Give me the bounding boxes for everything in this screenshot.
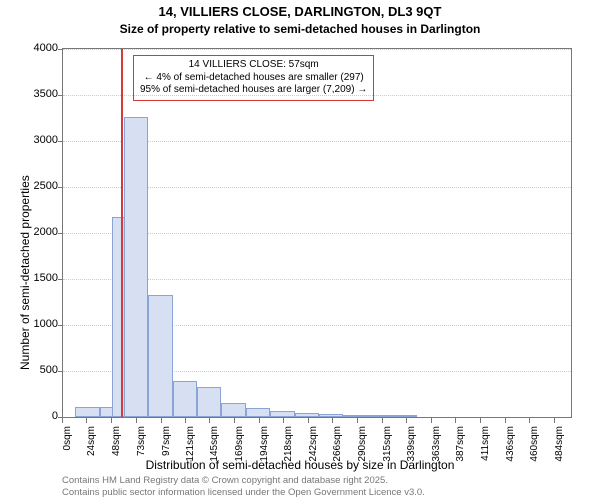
attribution-line-1: Contains HM Land Registry data © Crown c… bbox=[62, 475, 425, 486]
x-tick-label: 169sqm bbox=[234, 426, 245, 474]
x-tick-label: 363sqm bbox=[431, 426, 442, 474]
histogram-bar bbox=[148, 295, 172, 417]
histogram-bar bbox=[197, 387, 221, 417]
attribution-line-2: Contains public sector information licen… bbox=[62, 487, 425, 498]
histogram-bar bbox=[221, 403, 245, 417]
y-tick-mark bbox=[58, 95, 63, 96]
histogram-bar bbox=[124, 117, 148, 417]
x-tick-mark bbox=[406, 418, 407, 423]
x-tick-label: 266sqm bbox=[332, 426, 343, 474]
y-tick-mark bbox=[58, 141, 63, 142]
y-tick-mark bbox=[58, 371, 63, 372]
x-tick-mark bbox=[209, 418, 210, 423]
x-tick-label: 145sqm bbox=[209, 426, 220, 474]
y-tick-mark bbox=[58, 187, 63, 188]
x-tick-label: 484sqm bbox=[554, 426, 565, 474]
chart-container: 14, VILLIERS CLOSE, DARLINGTON, DL3 9QT … bbox=[0, 0, 600, 500]
histogram-bar bbox=[368, 415, 392, 417]
x-tick-mark bbox=[283, 418, 284, 423]
attribution: Contains HM Land Registry data © Crown c… bbox=[62, 475, 425, 498]
annotation-line-2: ← 4% of semi-detached houses are smaller… bbox=[140, 72, 367, 85]
property-marker-line bbox=[121, 49, 123, 417]
plot-area: 14 VILLIERS CLOSE: 57sqm ← 4% of semi-de… bbox=[62, 48, 572, 418]
x-tick-mark bbox=[86, 418, 87, 423]
gridline-h bbox=[63, 95, 571, 96]
gridline-h bbox=[63, 49, 571, 50]
x-tick-label: 24sqm bbox=[86, 426, 97, 474]
annotation-box: 14 VILLIERS CLOSE: 57sqm ← 4% of semi-de… bbox=[133, 55, 374, 101]
x-tick-label: 48sqm bbox=[111, 426, 122, 474]
x-tick-mark bbox=[332, 418, 333, 423]
histogram-bar bbox=[173, 381, 197, 417]
x-tick-label: 290sqm bbox=[357, 426, 368, 474]
x-tick-label: 436sqm bbox=[505, 426, 516, 474]
y-tick-label: 2500 bbox=[8, 180, 58, 192]
x-tick-mark bbox=[62, 418, 63, 423]
y-tick-mark bbox=[58, 279, 63, 280]
y-tick-label: 3000 bbox=[8, 134, 58, 146]
x-tick-mark bbox=[234, 418, 235, 423]
x-tick-label: 411sqm bbox=[480, 426, 491, 474]
annotation-line-1: 14 VILLIERS CLOSE: 57sqm bbox=[140, 59, 367, 72]
x-tick-mark bbox=[136, 418, 137, 423]
histogram-bar bbox=[392, 415, 416, 417]
x-tick-mark bbox=[357, 418, 358, 423]
y-tick-label: 1500 bbox=[8, 272, 58, 284]
x-tick-mark bbox=[554, 418, 555, 423]
x-tick-mark bbox=[111, 418, 112, 423]
chart-title-main: 14, VILLIERS CLOSE, DARLINGTON, DL3 9QT bbox=[0, 4, 600, 19]
x-tick-mark bbox=[161, 418, 162, 423]
histogram-bar bbox=[295, 413, 319, 417]
x-tick-mark bbox=[480, 418, 481, 423]
y-tick-label: 3500 bbox=[8, 88, 58, 100]
histogram-bar bbox=[246, 408, 270, 417]
y-tick-label: 1000 bbox=[8, 318, 58, 330]
y-tick-label: 500 bbox=[8, 364, 58, 376]
x-tick-label: 387sqm bbox=[455, 426, 466, 474]
y-tick-mark bbox=[58, 49, 63, 50]
x-tick-label: 218sqm bbox=[283, 426, 294, 474]
x-tick-label: 0sqm bbox=[62, 426, 73, 474]
y-tick-mark bbox=[58, 233, 63, 234]
histogram-bar bbox=[270, 411, 294, 417]
histogram-bar bbox=[319, 414, 343, 417]
x-tick-mark bbox=[431, 418, 432, 423]
y-tick-mark bbox=[58, 325, 63, 326]
x-tick-mark bbox=[505, 418, 506, 423]
chart-title-sub: Size of property relative to semi-detach… bbox=[0, 22, 600, 36]
x-tick-mark bbox=[259, 418, 260, 423]
x-tick-mark bbox=[308, 418, 309, 423]
y-tick-label: 4000 bbox=[8, 42, 58, 54]
x-tick-label: 460sqm bbox=[529, 426, 540, 474]
x-tick-mark bbox=[382, 418, 383, 423]
x-tick-label: 121sqm bbox=[185, 426, 196, 474]
x-tick-label: 73sqm bbox=[136, 426, 147, 474]
histogram-bar bbox=[75, 407, 99, 417]
x-tick-mark bbox=[455, 418, 456, 423]
x-tick-mark bbox=[185, 418, 186, 423]
x-tick-label: 315sqm bbox=[382, 426, 393, 474]
histogram-bar bbox=[343, 415, 367, 417]
x-tick-label: 242sqm bbox=[308, 426, 319, 474]
x-tick-mark bbox=[529, 418, 530, 423]
y-tick-label: 2000 bbox=[8, 226, 58, 238]
x-tick-label: 194sqm bbox=[259, 426, 270, 474]
y-tick-label: 0 bbox=[8, 410, 58, 422]
x-tick-label: 97sqm bbox=[161, 426, 172, 474]
x-tick-label: 339sqm bbox=[406, 426, 417, 474]
